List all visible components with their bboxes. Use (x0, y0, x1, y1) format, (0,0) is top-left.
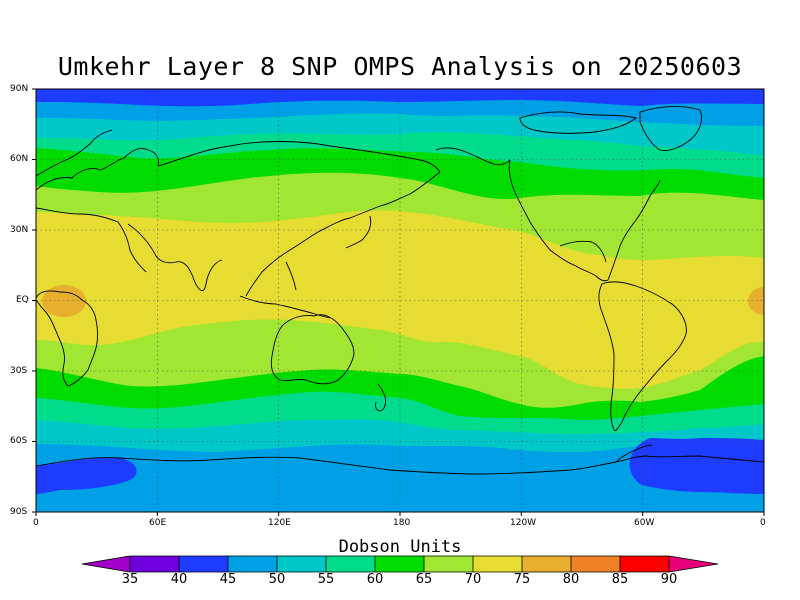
alaska (435, 147, 511, 166)
colorbar (81, 555, 719, 573)
contour-field (36, 89, 764, 512)
colorbar-cell-80-85 (571, 556, 620, 572)
antarctic-peninsula (615, 444, 653, 463)
graticule (36, 89, 764, 512)
max-east-edge (748, 287, 764, 315)
colorbar-tick-80: 80 (562, 572, 580, 587)
colorbar-cell-60-65 (375, 556, 424, 572)
canada-arctic (519, 111, 637, 134)
colorbar-tick-55: 55 (317, 572, 335, 587)
asia-east (245, 171, 441, 297)
gulf-coast (559, 240, 607, 263)
colorbar-cell-55-60 (326, 556, 375, 572)
colorbar-tick-70: 70 (464, 572, 482, 587)
colorbar-tick-35: 35 (121, 572, 139, 587)
colorbar-title: Dobson Units (338, 537, 462, 557)
colorbar-cell-45-50 (228, 556, 277, 572)
europe-north (36, 129, 113, 177)
colorbar-tick-65: 65 (415, 572, 433, 587)
greenland (639, 105, 702, 151)
colorbar-cell-70-75 (473, 556, 522, 572)
colorbar-tick-90: 90 (660, 572, 678, 587)
map-title: Umkehr Layer 8 SNP OMPS Analysis on 2025… (57, 52, 743, 81)
lat-label-90n: 90N (10, 84, 29, 94)
colorbar-cell-85-90 (620, 556, 669, 572)
asia-north (157, 141, 441, 173)
colorbar-tick-40: 40 (170, 572, 188, 587)
lat-label-60s: 60S (10, 436, 28, 446)
colorbar-cell-35-40 (130, 556, 179, 572)
lat-label-30s: 30S (10, 366, 28, 376)
colorbar-tick-50: 50 (268, 572, 286, 587)
colorbar-tick-85: 85 (611, 572, 629, 587)
colorbar-tick-75: 75 (513, 572, 531, 587)
colorbar-under-triangle (82, 556, 130, 572)
lon-label-180: 180 (393, 518, 411, 528)
axis-ticks (32, 88, 765, 516)
antarctica (36, 455, 764, 475)
new-zealand (375, 383, 387, 412)
north-america (508, 159, 661, 282)
australia (270, 314, 355, 385)
indonesia (239, 295, 331, 319)
colorbar-tick-60: 60 (366, 572, 384, 587)
colorbar-tick-45: 45 (219, 572, 237, 587)
arabia-india (127, 223, 223, 292)
lon-label-120e: 120E (268, 518, 291, 528)
lat-label-90s: 90S (10, 507, 28, 517)
colorbar-over-triangle (669, 556, 718, 572)
coastlines (36, 105, 764, 475)
africa-north-coast (36, 207, 147, 273)
lon-label-120w: 120W (510, 518, 537, 528)
south-america (598, 281, 687, 431)
max-africa-west (42, 285, 86, 317)
philippines (285, 261, 297, 291)
band-north-40-45 (36, 89, 764, 107)
lat-label-30n: 30N (10, 225, 29, 235)
japan (345, 215, 372, 249)
lon-label-0-west: 0 (33, 518, 39, 528)
lon-label-0-east: 0 (760, 518, 766, 528)
colorbar-cell-50-55 (277, 556, 326, 572)
lat-label-60n: 60N (10, 154, 29, 164)
lon-label-60e: 60E (149, 518, 167, 528)
lat-label-eq: EQ (16, 295, 29, 305)
band-south-40-45-west (36, 457, 137, 512)
colorbar-cell-40-45 (179, 556, 228, 572)
colorbar-cell-65-70 (424, 556, 473, 572)
africa-coast (36, 290, 98, 387)
europe-coast (36, 147, 159, 191)
lon-label-60w: 60W (634, 518, 655, 528)
colorbar-cell-75-80 (522, 556, 571, 572)
